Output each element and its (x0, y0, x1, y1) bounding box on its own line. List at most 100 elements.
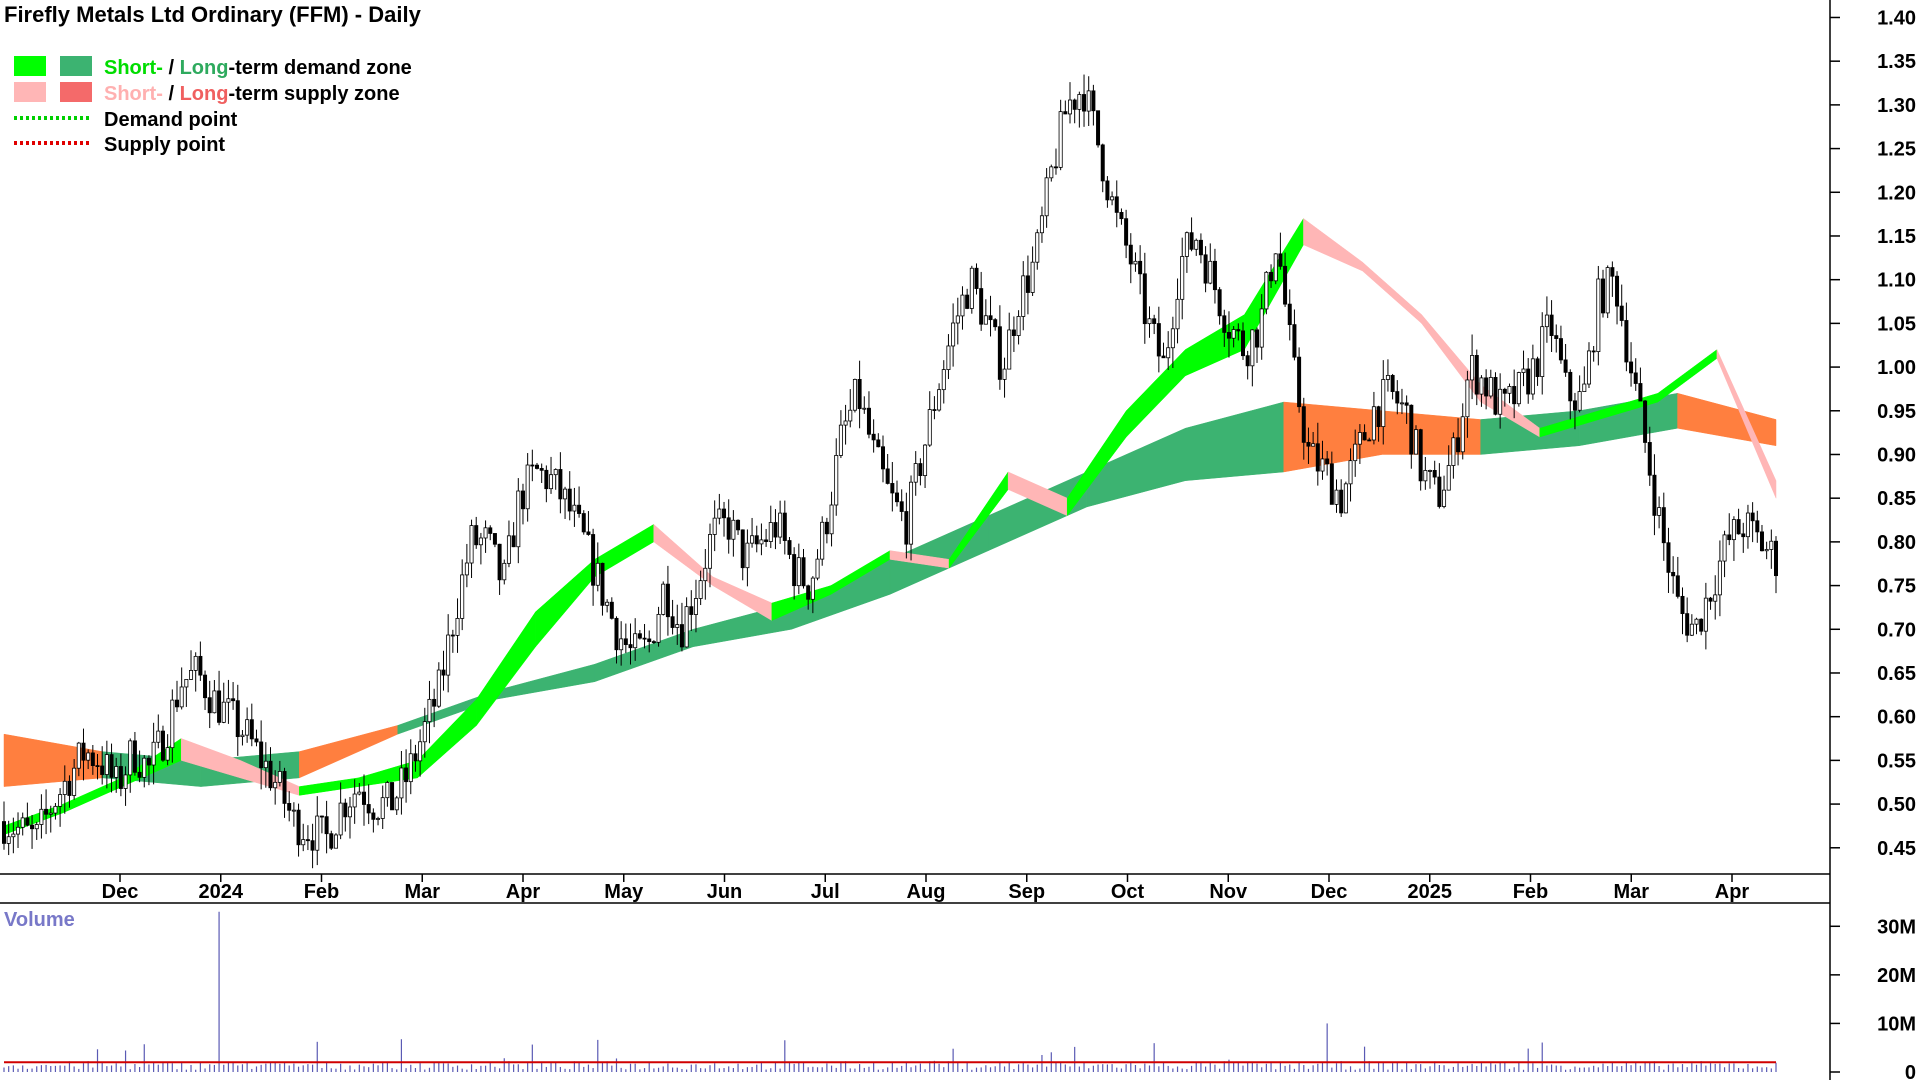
candle-body (58, 794, 63, 807)
candle-body (1297, 356, 1302, 408)
candle-body (506, 535, 511, 564)
candle-body (726, 517, 731, 540)
candle-body (796, 557, 801, 587)
candle-body (1381, 379, 1386, 427)
candle-body (114, 766, 119, 778)
candle-body (1100, 144, 1105, 182)
candle-body (609, 601, 614, 619)
candle-body (1325, 458, 1330, 465)
candle-body (670, 616, 675, 628)
candle-body (305, 839, 310, 842)
candle-body (1025, 275, 1030, 293)
candle-body (1161, 355, 1166, 359)
short-term-zone-segment (62, 777, 123, 814)
volume-tick-label: 10M (1877, 1013, 1916, 1035)
candle-body (478, 537, 483, 546)
candle-body (404, 767, 409, 783)
candle-body (44, 808, 49, 815)
legend-demand-short-label: Short- (104, 57, 163, 79)
candle-body (6, 836, 11, 844)
candle-body (754, 535, 759, 545)
candle-body (1110, 196, 1115, 201)
candle-body (1273, 253, 1278, 282)
candle-body (1428, 470, 1433, 472)
candle-body (76, 742, 81, 769)
candle-body (95, 765, 100, 767)
candle-body (1124, 218, 1129, 246)
candle-body (1516, 372, 1521, 405)
x-tick-label: Oct (1111, 881, 1145, 903)
candle-body (1572, 400, 1577, 411)
candle-body (1717, 560, 1722, 596)
candle-body (619, 638, 624, 651)
candle-body (338, 802, 343, 836)
legend: Short- / Long-term demand zone Short- / … (14, 56, 412, 156)
candle-body (1437, 476, 1442, 507)
candle-body (1269, 271, 1274, 282)
candle-body (1563, 359, 1568, 373)
volume-tick-label: 30M (1877, 916, 1916, 938)
candle-body (352, 793, 357, 808)
candle-body (329, 833, 334, 849)
candle-body (1535, 358, 1540, 377)
candle-body (1451, 437, 1456, 466)
candle-body (100, 765, 105, 775)
candle-body (520, 490, 525, 510)
candle-body (450, 634, 455, 637)
candle-body (553, 469, 558, 476)
legend-demand-rest: -term demand zone (228, 57, 411, 79)
candle-body (1568, 371, 1573, 402)
candle-body (207, 697, 212, 714)
candle-body (1741, 533, 1746, 538)
candle-body (67, 780, 72, 796)
x-tick-label: Mar (1613, 881, 1649, 903)
candle-body (591, 534, 596, 586)
candle-body (492, 533, 497, 545)
candle-body (1016, 316, 1021, 336)
candle-body (441, 669, 446, 676)
legend-swatch-short-demand (14, 56, 46, 76)
legend-demand-sep: / (163, 57, 180, 79)
candle-body (436, 669, 441, 707)
candle-body (684, 606, 689, 648)
short-term-zone (3, 217, 1777, 836)
candle-body (544, 469, 549, 490)
candle-body (530, 464, 535, 467)
candle-body (1549, 314, 1554, 336)
candle-body (212, 690, 217, 714)
candle-body (81, 742, 86, 761)
candle-body (1236, 329, 1241, 332)
candle-body (778, 512, 783, 538)
candle-body (291, 809, 296, 812)
candle-body (871, 433, 876, 441)
candle-body (259, 741, 264, 769)
candle-body (539, 468, 544, 471)
candle-body (806, 585, 811, 600)
candle-body (1526, 368, 1531, 395)
candle-body (118, 766, 123, 789)
candle-body (268, 760, 273, 789)
candle-body (1409, 404, 1414, 455)
chart-title: Firefly Metals Ltd Ordinary (FFM) - Dail… (4, 2, 422, 27)
candle-body (1189, 232, 1194, 250)
candle-body (1226, 332, 1231, 339)
candle-body (132, 740, 137, 773)
candle-body (1657, 507, 1662, 516)
candle-body (1030, 261, 1035, 293)
candle-body (1465, 379, 1470, 418)
candle-body (577, 504, 582, 514)
long-term-zone-segment (1185, 401, 1285, 481)
candle-body (310, 840, 315, 851)
candle-body (909, 481, 914, 545)
candle-body (160, 730, 165, 761)
candle-body (951, 322, 956, 347)
candle-body (385, 782, 390, 799)
legend-supply-short-label: Short- (104, 83, 163, 105)
candle-body (170, 699, 175, 749)
y-tick-label: 0.90 (1877, 444, 1916, 466)
candle-body (1633, 372, 1638, 384)
candle-body (221, 701, 226, 723)
candle-body (174, 699, 179, 708)
candle-body (1245, 355, 1250, 367)
candle-body (787, 540, 792, 555)
